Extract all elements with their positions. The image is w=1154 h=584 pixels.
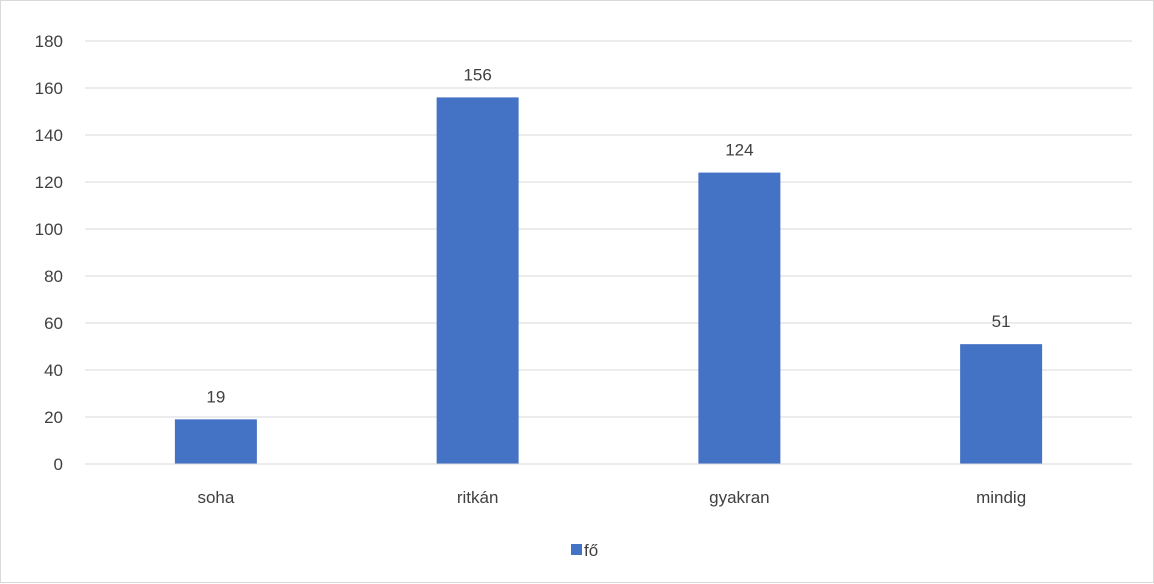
legend: fő [571, 541, 598, 560]
y-tick-label: 180 [35, 32, 63, 51]
y-tick-label: 140 [35, 126, 63, 145]
data-label: 51 [992, 312, 1011, 331]
gridlines [85, 40, 1132, 465]
data-label: 19 [206, 387, 225, 406]
x-tick-label: mindig [976, 488, 1026, 507]
bar-soha [174, 419, 257, 464]
bars [174, 97, 1043, 465]
y-tick-label: 20 [44, 408, 63, 427]
y-axis-ticks: 0 20 40 60 80 100 120 140 160 180 [35, 32, 63, 474]
bar-ritkán [436, 97, 519, 465]
y-tick-label: 40 [44, 361, 63, 380]
bar-gyakran [698, 172, 781, 464]
y-tick-label: 80 [44, 267, 63, 286]
x-axis-ticks: soha ritkán gyakran mindig [85, 463, 1132, 507]
x-tick-label: ritkán [457, 488, 499, 507]
legend-swatch [571, 544, 582, 555]
data-label: 156 [463, 65, 491, 84]
y-tick-label: 160 [35, 79, 63, 98]
y-tick-label: 60 [44, 314, 63, 333]
x-tick-label: gyakran [709, 488, 769, 507]
data-label: 124 [725, 141, 753, 160]
y-tick-label: 120 [35, 173, 63, 192]
data-labels: 19 156 124 51 [206, 65, 1010, 406]
y-tick-label: 0 [54, 455, 63, 474]
bar-mindig [960, 344, 1043, 464]
y-tick-label: 100 [35, 220, 63, 239]
x-tick-label: soha [197, 488, 234, 507]
legend-label: fő [584, 541, 598, 560]
